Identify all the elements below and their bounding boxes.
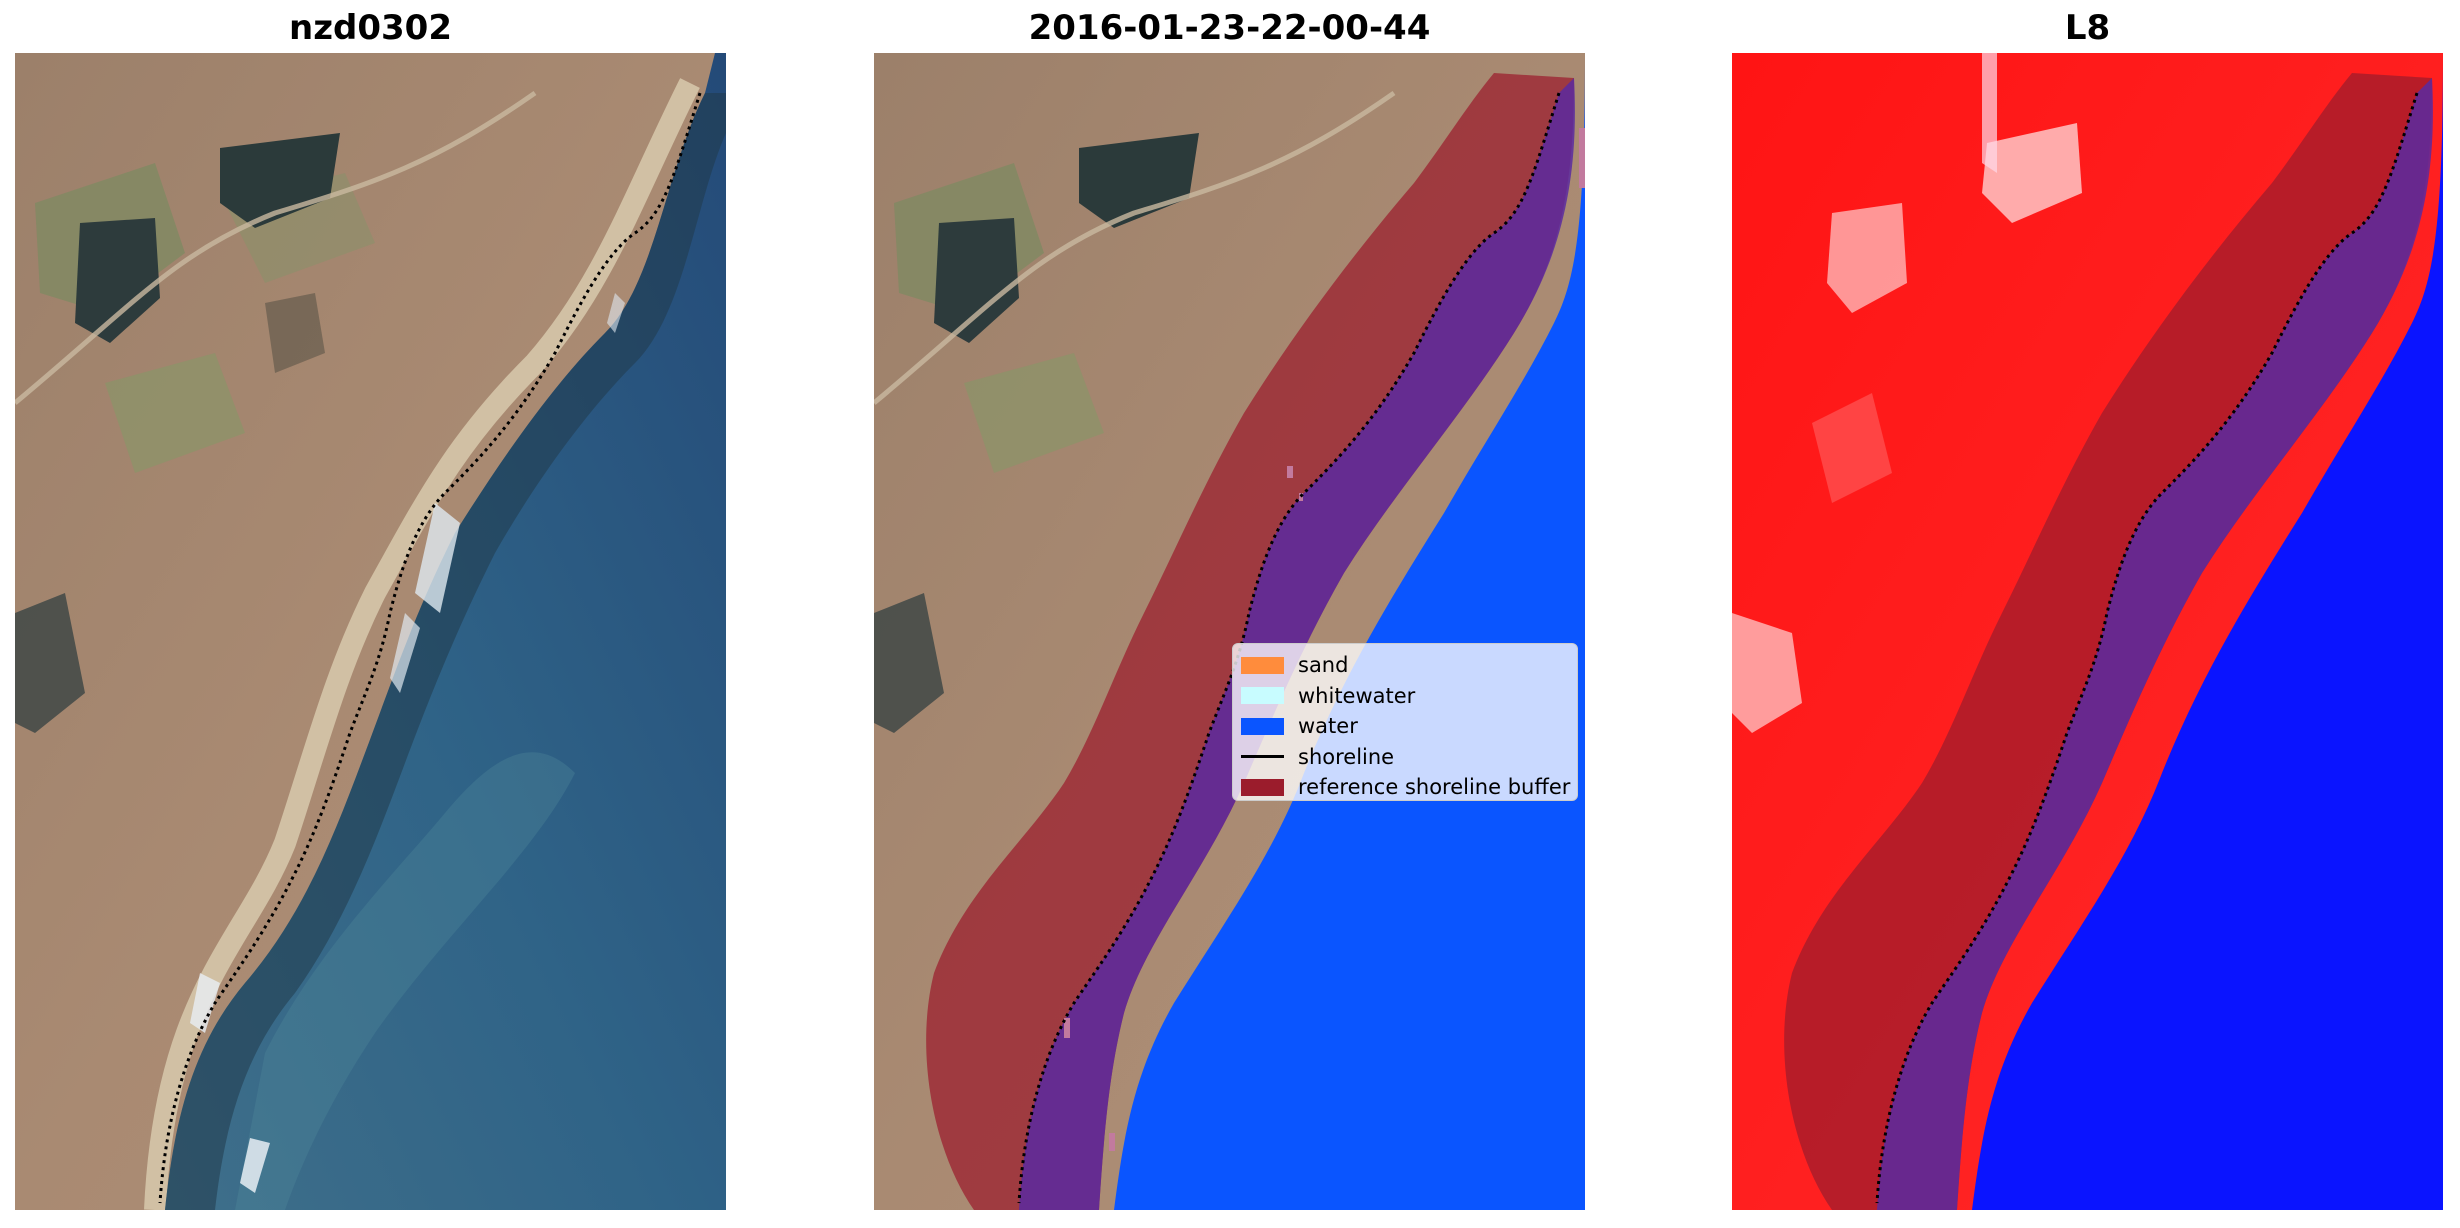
pale-patch	[1732, 613, 1802, 733]
legend-label: sand	[1298, 653, 1349, 678]
pale-patch	[1827, 203, 1907, 313]
classified-image-panel	[874, 53, 1585, 1210]
legend-swatch-reference-buffer	[1241, 778, 1284, 796]
legend-line-shoreline	[1241, 755, 1284, 759]
road	[15, 90, 537, 405]
speckle	[1064, 1018, 1070, 1038]
dark-vegetation	[874, 593, 944, 733]
legend-item-sand: sand	[1241, 650, 1569, 681]
nearshore-reef	[165, 93, 726, 1210]
dark-vegetation	[265, 293, 325, 373]
rgb-image	[15, 53, 726, 1210]
speckle	[1579, 128, 1585, 188]
pale-patch	[1982, 53, 1997, 173]
classified-image	[874, 53, 1585, 1210]
shoreline	[1875, 92, 2419, 1204]
legend-item-shoreline: shoreline	[1241, 742, 1569, 773]
shoreline	[1017, 92, 1561, 1204]
paddock	[105, 353, 245, 473]
legend: sand whitewater water shoreline referenc…	[1232, 643, 1578, 801]
whitewater	[240, 1138, 270, 1193]
water-negative	[1972, 53, 2443, 1210]
pale-patch	[1812, 393, 1892, 503]
speckle	[1287, 466, 1293, 478]
paddock	[964, 353, 1104, 473]
legend-item-reference-buffer: reference shoreline buffer	[1241, 772, 1571, 803]
speckle	[1299, 493, 1303, 501]
lake	[934, 218, 1019, 343]
legend-label: shoreline	[1298, 744, 1395, 769]
speckle	[1109, 1133, 1115, 1151]
water-class	[1114, 53, 1585, 1210]
legend-label: whitewater	[1298, 683, 1416, 708]
legend-label: water	[1298, 714, 1358, 739]
turbid-water	[235, 752, 575, 1210]
legend-swatch-whitewater	[1241, 687, 1284, 705]
road	[874, 90, 1396, 405]
whitewater	[390, 613, 420, 693]
dark-vegetation	[15, 593, 85, 733]
lake	[75, 218, 160, 343]
legend-label: reference shoreline buffer	[1298, 775, 1571, 800]
panel-title-rgb: nzd0302	[289, 8, 452, 48]
buffer-water-overlap	[1877, 78, 2433, 1210]
whitewater	[415, 503, 460, 613]
pale-patch	[1982, 123, 2082, 223]
legend-swatch-sand	[1241, 656, 1284, 674]
index-image	[1732, 53, 2443, 1210]
legend-swatch-water	[1241, 717, 1284, 735]
legend-item-whitewater: whitewater	[1241, 681, 1569, 712]
shoreline	[158, 92, 702, 1204]
panel-title-index: L8	[2064, 8, 2111, 48]
rgb-image-panel	[15, 53, 726, 1210]
legend-item-water: water	[1241, 711, 1569, 742]
index-image-panel	[1732, 53, 2443, 1210]
whitewater	[607, 293, 625, 333]
panel-title-classified: 2016-01-23-22-00-44	[1028, 8, 1431, 48]
whitewater	[190, 973, 220, 1033]
